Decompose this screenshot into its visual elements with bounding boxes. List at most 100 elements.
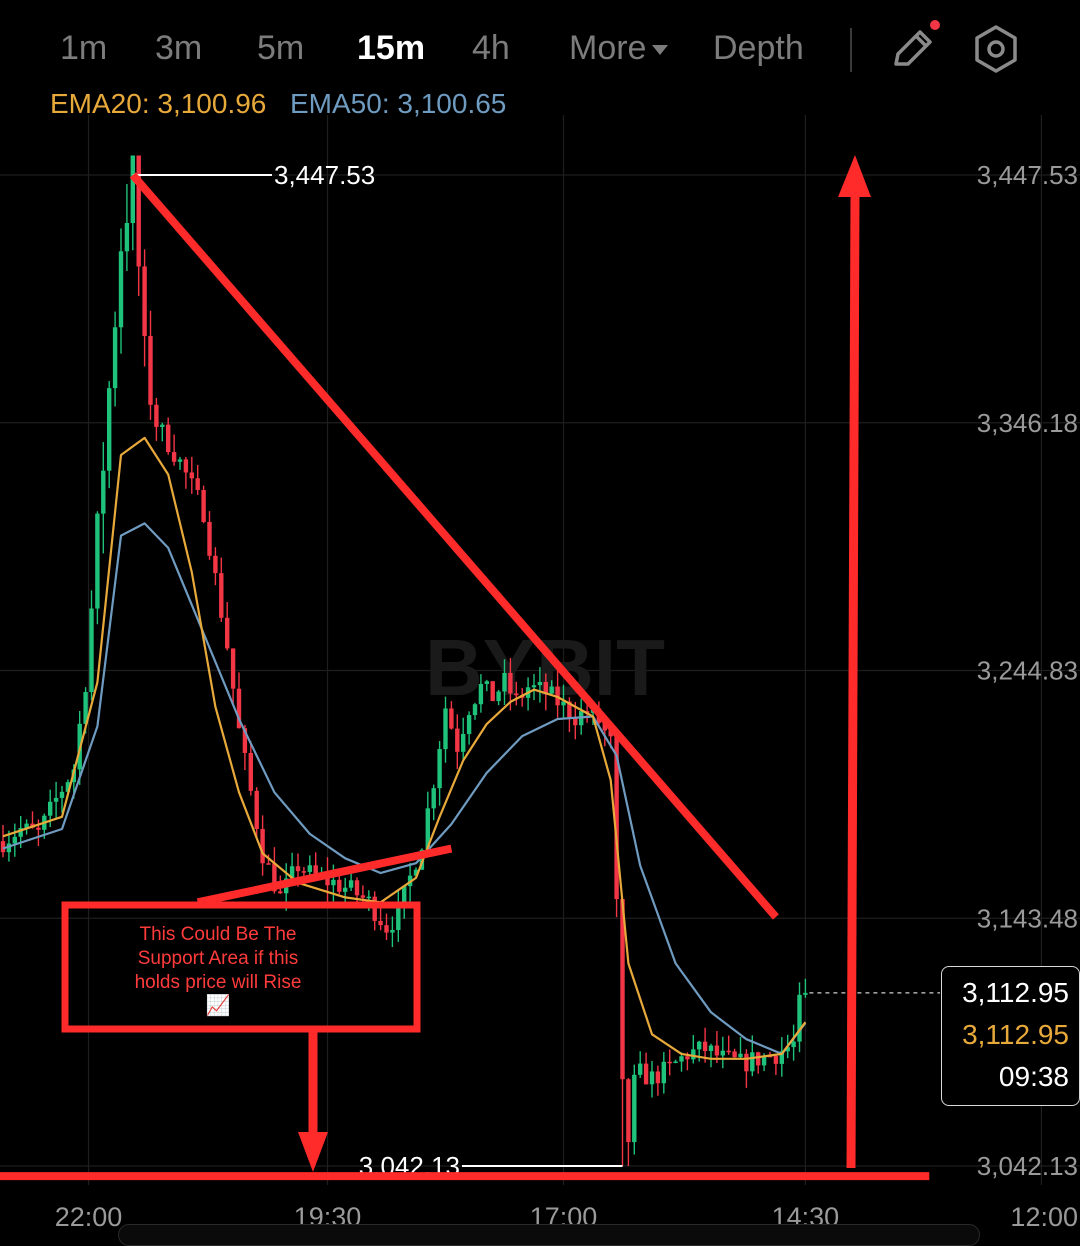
candle-body <box>449 708 454 729</box>
candle-body <box>413 869 419 876</box>
bottom-handle-bar[interactable] <box>118 1224 980 1246</box>
candle-body <box>750 1052 755 1072</box>
candle-body <box>307 865 312 872</box>
candle-body <box>272 863 277 892</box>
candle-body <box>219 573 224 618</box>
candle-body <box>643 1063 649 1085</box>
candle-body <box>118 251 124 328</box>
x-tick-label: 22:00 <box>55 1202 123 1232</box>
candle-body <box>248 752 253 791</box>
ema50-line <box>2 522 807 1055</box>
candle-body <box>230 648 236 689</box>
candle-body <box>702 1041 708 1052</box>
toolbar: 1m 3m 5m 15m 4h More Depth <box>0 0 1080 96</box>
ema20-label: EMA20: 3,100.96 <box>50 88 267 119</box>
candle-body <box>785 1047 790 1052</box>
candle-body <box>195 478 200 490</box>
candle-body <box>6 843 12 853</box>
candle-body <box>549 686 554 694</box>
candle-body <box>726 1050 731 1053</box>
candle-body <box>225 617 230 649</box>
annotation-text-line: holds price will Rise <box>135 972 302 993</box>
y-tick-label: 3,447.53 <box>977 160 1078 190</box>
candle-body <box>177 459 183 462</box>
candle-body <box>514 693 519 696</box>
candle-body <box>461 733 466 752</box>
candle-body <box>384 925 389 933</box>
timeframe-15m[interactable]: 15m <box>357 29 426 67</box>
timeframe-1m[interactable]: 1m <box>60 29 108 67</box>
candle-body <box>0 841 6 853</box>
candle-body <box>396 905 401 930</box>
more-label: More <box>569 29 647 67</box>
candle-body <box>136 155 141 267</box>
candle-body <box>773 1055 779 1064</box>
candle-body <box>53 797 59 802</box>
candle-body <box>502 672 507 692</box>
candle-body <box>236 688 242 729</box>
candle-body <box>543 681 548 694</box>
candle-body <box>366 896 371 899</box>
up-arrow-head <box>838 155 871 197</box>
candle-body <box>443 708 448 750</box>
candle-body <box>24 823 29 829</box>
candle-body <box>744 1053 749 1072</box>
candle-body <box>732 1051 737 1058</box>
timeframe-5m[interactable]: 5m <box>257 29 305 67</box>
candle-body <box>12 836 17 844</box>
candle-body <box>337 879 342 892</box>
y-tick-label: 3,244.83 <box>977 656 1078 686</box>
candle-body <box>567 701 572 719</box>
candle-body <box>437 749 442 789</box>
candle-body <box>484 681 489 684</box>
candle-body <box>207 521 212 556</box>
candle-body <box>561 701 566 706</box>
candle-body <box>213 555 218 574</box>
candle-body <box>531 685 537 688</box>
annotation-text-line: Support Area if this <box>138 948 299 969</box>
toolbar-divider <box>850 28 852 72</box>
candle-body <box>372 896 377 921</box>
price-label-box: 3,112.95 3,112.95 09:38 <box>941 966 1080 1106</box>
candle-body <box>301 871 307 873</box>
mark-price: 3,112.95 <box>962 1019 1069 1050</box>
candle-body <box>266 863 271 865</box>
candle-body <box>348 880 354 888</box>
timeframe-4h[interactable]: 4h <box>472 29 510 67</box>
candle-body <box>166 424 171 453</box>
candle-body <box>142 266 147 336</box>
candle-body <box>402 886 407 906</box>
candle-body <box>537 681 543 686</box>
candle-body <box>242 728 248 753</box>
candle-body <box>107 388 112 471</box>
ema20-line <box>2 436 807 1060</box>
x-tick-label: 12:00 <box>1010 1202 1078 1232</box>
candle-body <box>756 1052 761 1066</box>
depth-tab[interactable]: Depth <box>713 29 804 67</box>
candle-body <box>620 899 625 1080</box>
candle-body <box>148 335 153 405</box>
candle-body <box>455 728 460 752</box>
timeframe-3m[interactable]: 3m <box>155 29 203 67</box>
ema-lines <box>2 436 807 1060</box>
candle-body <box>18 828 23 837</box>
candle-body <box>201 489 206 522</box>
settings-icon[interactable] <box>971 24 1021 74</box>
candle-body <box>59 791 65 798</box>
annotation-text-line: This Could Be The <box>139 924 296 945</box>
candle-body <box>130 155 135 223</box>
pencil-icon[interactable] <box>888 24 938 74</box>
high-marker-label: 3,447.53 <box>274 160 375 190</box>
candle-body <box>48 801 53 816</box>
candle-body <box>354 880 360 896</box>
candle-body <box>761 1055 767 1066</box>
candle-body <box>295 866 301 872</box>
candle-body <box>278 891 283 894</box>
candle-body <box>490 681 495 702</box>
candle-body <box>466 715 472 734</box>
y-axis: 3,447.53 3,346.18 3,244.83 3,143.48 3,042.13 <box>977 160 1078 1181</box>
more-dropdown[interactable]: More <box>569 26 669 70</box>
candle-countdown: 09:38 <box>998 1061 1069 1092</box>
candle-body <box>797 994 802 1042</box>
